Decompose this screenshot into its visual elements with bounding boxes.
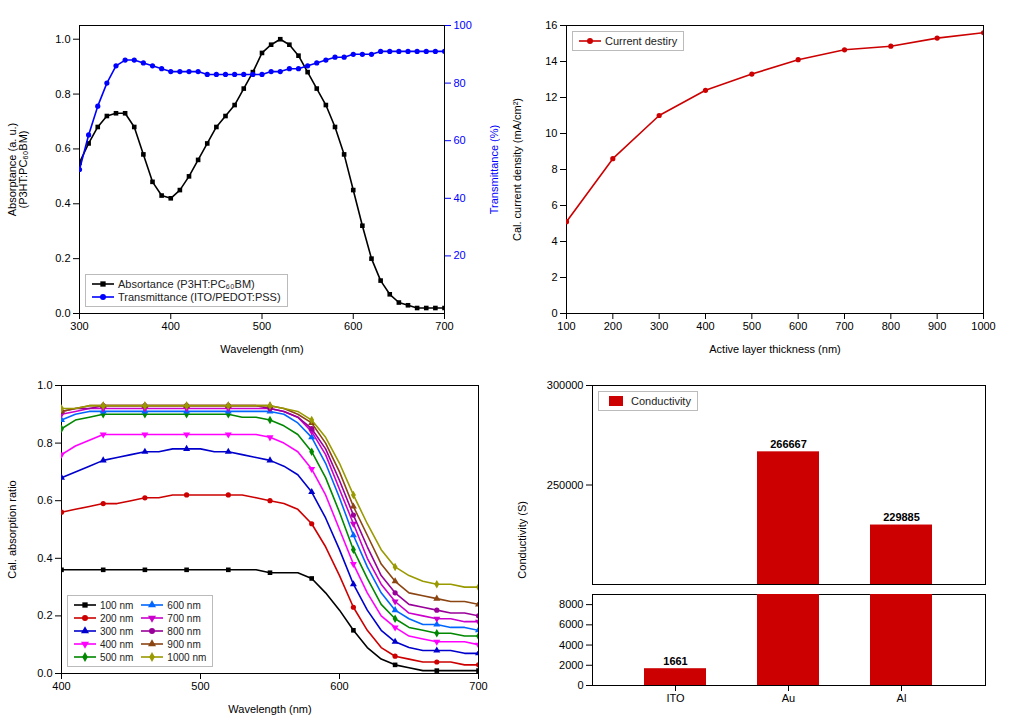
svg-text:600: 600 [344, 320, 362, 332]
svg-text:1.0: 1.0 [55, 33, 70, 45]
svg-text:Wavelength (nm): Wavelength (nm) [220, 343, 303, 355]
svg-text:60: 60 [454, 134, 466, 146]
html-text:Conductivity (S): Conductivity (S) [516, 501, 528, 579]
html-text:700 nm: 700 nm [167, 612, 201, 624]
html-text:300 nm: 300 nm [100, 625, 134, 637]
svg-text:40: 40 [454, 192, 466, 204]
svg-text:300: 300 [70, 320, 88, 332]
svg-text:Transmittance (%): Transmittance (%) [488, 125, 500, 214]
svg-text:14: 14 [545, 55, 557, 67]
svg-text:700: 700 [435, 320, 453, 332]
svg-text:500: 500 [743, 320, 761, 332]
svg-text:400: 400 [52, 680, 70, 692]
html-text:Conductivity: Conductivity [631, 395, 691, 407]
svg-text:0: 0 [551, 307, 557, 319]
svg-text:700: 700 [469, 680, 487, 692]
svg-text:700: 700 [835, 320, 853, 332]
svg-text:300: 300 [650, 320, 668, 332]
svg-text:100: 100 [454, 19, 472, 31]
svg-text:0.6: 0.6 [55, 142, 70, 154]
html-text:200 nm: 200 nm [100, 612, 134, 624]
svg-text:0.8: 0.8 [37, 437, 52, 449]
html-text:800 nm: 800 nm [167, 625, 201, 637]
svg-text:12: 12 [545, 91, 557, 103]
svg-text:250000: 250000 [547, 479, 584, 491]
svg-text:0.8: 0.8 [55, 88, 70, 100]
svg-text:20: 20 [454, 249, 466, 261]
svg-text:16: 16 [545, 19, 557, 31]
html-text:400 nm: 400 nm [100, 638, 134, 650]
svg-text:Cal. current density (mA/cm²): Cal. current density (mA/cm²) [511, 98, 523, 241]
svg-text:0.2: 0.2 [55, 252, 70, 264]
svg-text:400: 400 [696, 320, 714, 332]
html-text:100 nm: 100 nm [100, 599, 134, 611]
svg-text:800: 800 [882, 320, 900, 332]
svg-text:200: 200 [604, 320, 622, 332]
svg-text:100: 100 [557, 320, 575, 332]
svg-text:2: 2 [551, 271, 557, 283]
svg-text:600: 600 [330, 680, 348, 692]
svg-text:6000: 6000 [559, 618, 583, 630]
svg-text:400: 400 [162, 320, 180, 332]
svg-text:ITO: ITO [666, 692, 685, 704]
svg-text:300000: 300000 [547, 379, 584, 391]
html-text:1000 nm: 1000 nm [167, 651, 207, 663]
svg-text:Al: Al [897, 692, 907, 704]
svg-text:500: 500 [253, 320, 271, 332]
svg-text:229885: 229885 [883, 511, 920, 523]
html-text:Transmittance (ITO/PEDOT:PSS): Transmittance (ITO/PEDOT:PSS) [118, 291, 281, 303]
svg-text:0.0: 0.0 [55, 307, 70, 319]
svg-text:0.0: 0.0 [37, 667, 52, 679]
html-text:Absortance (P3HT:PC₆₀BM): Absortance (P3HT:PC₆₀BM) [118, 278, 255, 290]
svg-text:Absorptance (a. u.)(P3HT:PC₆₀B: Absorptance (a. u.)(P3HT:PC₆₀BM) [6, 123, 29, 217]
svg-text:0: 0 [577, 679, 583, 691]
svg-text:Active layer thickness (nm): Active layer thickness (nm) [709, 343, 840, 355]
svg-text:10: 10 [545, 127, 557, 139]
svg-text:500: 500 [191, 680, 209, 692]
svg-text:1661: 1661 [663, 655, 687, 667]
svg-text:Cal. absorption ratio: Cal. absorption ratio [6, 480, 18, 578]
svg-text:2000: 2000 [559, 659, 583, 671]
svg-text:0.4: 0.4 [55, 197, 70, 209]
html-text:600 nm: 600 nm [167, 599, 201, 611]
html-text:500 nm: 500 nm [100, 651, 134, 663]
svg-text:Au: Au [782, 692, 795, 704]
svg-text:1000: 1000 [971, 320, 995, 332]
svg-text:Wavelength (nm): Wavelength (nm) [228, 703, 311, 715]
svg-text:900: 900 [928, 320, 946, 332]
svg-text:4000: 4000 [559, 639, 583, 651]
svg-text:0.2: 0.2 [37, 609, 52, 621]
svg-text:600: 600 [789, 320, 807, 332]
svg-text:4: 4 [551, 235, 557, 247]
svg-text:266667: 266667 [770, 438, 807, 450]
svg-text:0.4: 0.4 [37, 552, 52, 564]
svg-text:1.0: 1.0 [37, 379, 52, 391]
svg-text:8: 8 [551, 163, 557, 175]
svg-text:6: 6 [551, 199, 557, 211]
html-text:900 nm: 900 nm [167, 638, 201, 650]
html-text:Current destiry: Current destiry [605, 35, 678, 47]
svg-text:0.6: 0.6 [37, 494, 52, 506]
svg-text:8000: 8000 [559, 598, 583, 610]
svg-text:80: 80 [454, 77, 466, 89]
